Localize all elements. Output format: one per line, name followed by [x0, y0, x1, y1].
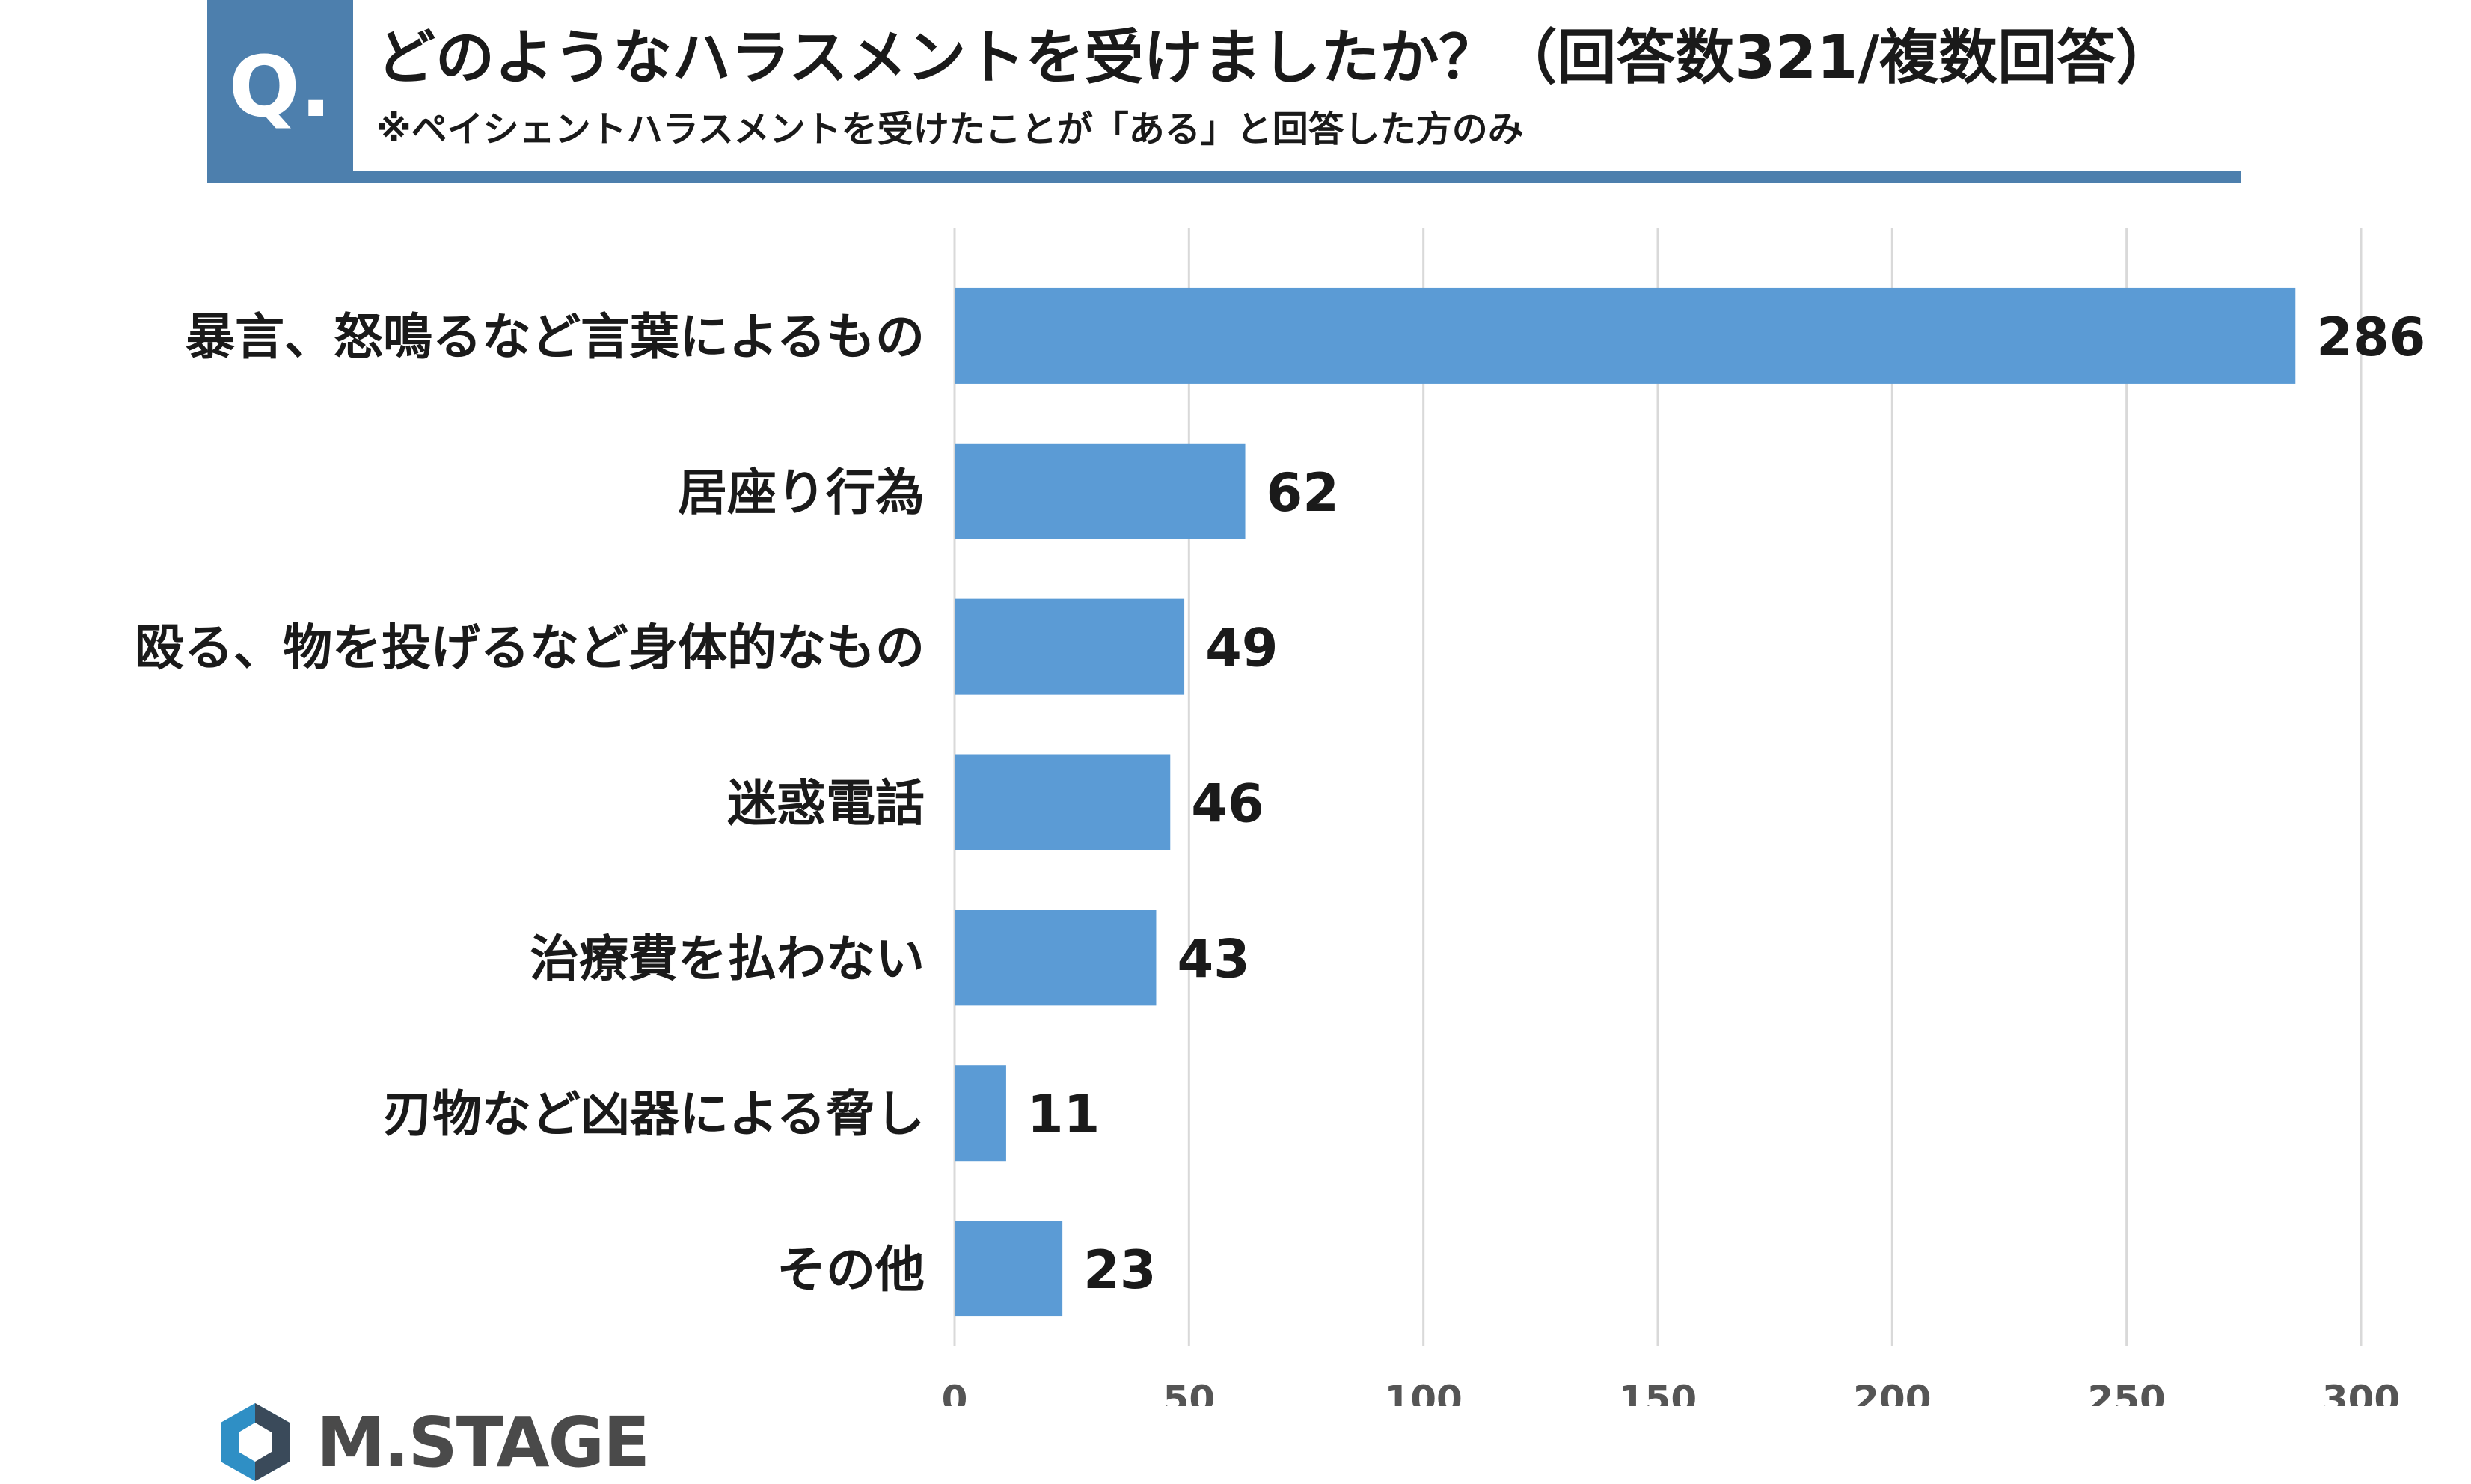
data-label: 43	[1177, 928, 1249, 990]
category-label: 治療費を払わない	[530, 930, 925, 987]
bar	[955, 287, 2296, 384]
x-tick-label: 100	[1384, 1378, 1462, 1406]
data-label: 49	[1205, 618, 1278, 679]
bar-chart: 0 50 100 150 200 250 300 暴言、怒鳴るなど言葉によるもの 286 居座り行…	[135, 228, 2425, 1406]
bar	[955, 910, 1157, 1006]
category-label: 居座り行為	[678, 464, 925, 521]
data-label: 11	[1027, 1084, 1100, 1145]
x-tick-label: 150	[1619, 1378, 1697, 1406]
data-label: 286	[2316, 307, 2425, 368]
category-label: 迷惑電話	[727, 775, 925, 833]
x-tick-label: 50	[1163, 1378, 1216, 1406]
bar	[955, 598, 1185, 695]
x-tick-label: 250	[2087, 1378, 2165, 1406]
category-label: 暴言、怒鳴るなど言葉によるもの	[186, 308, 925, 366]
bar	[955, 443, 1246, 539]
bar	[955, 754, 1171, 850]
page-title: どのようなハラスメントを受けましたか？（回答数321/複数回答）	[376, 23, 2175, 92]
question-badge: Q.	[207, 0, 353, 174]
data-label: 23	[1083, 1239, 1156, 1301]
x-tick-label: 200	[1853, 1378, 1931, 1406]
category-label: その他	[777, 1241, 925, 1298]
page-subtitle: ※ペイシェントハラスメントを受けたことが「ある」と回答した方のみ	[376, 108, 1524, 150]
x-tick-label: 0	[942, 1378, 968, 1406]
category-label: 刃物など凶器による脅し	[383, 1085, 925, 1143]
bar	[955, 1221, 1063, 1317]
brand-logo-icon	[221, 1403, 290, 1481]
header-underline	[207, 171, 2241, 183]
brand-logo: M.STAGE	[213, 1400, 650, 1484]
bar	[955, 1065, 1006, 1162]
category-label: 殴る、物を投げるなど身体的なもの	[135, 619, 925, 677]
data-label: 46	[1191, 773, 1264, 835]
brand-logo-text: M.STAGE	[316, 1402, 650, 1483]
x-tick-label: 300	[2322, 1378, 2400, 1406]
data-label: 62	[1267, 462, 1339, 524]
